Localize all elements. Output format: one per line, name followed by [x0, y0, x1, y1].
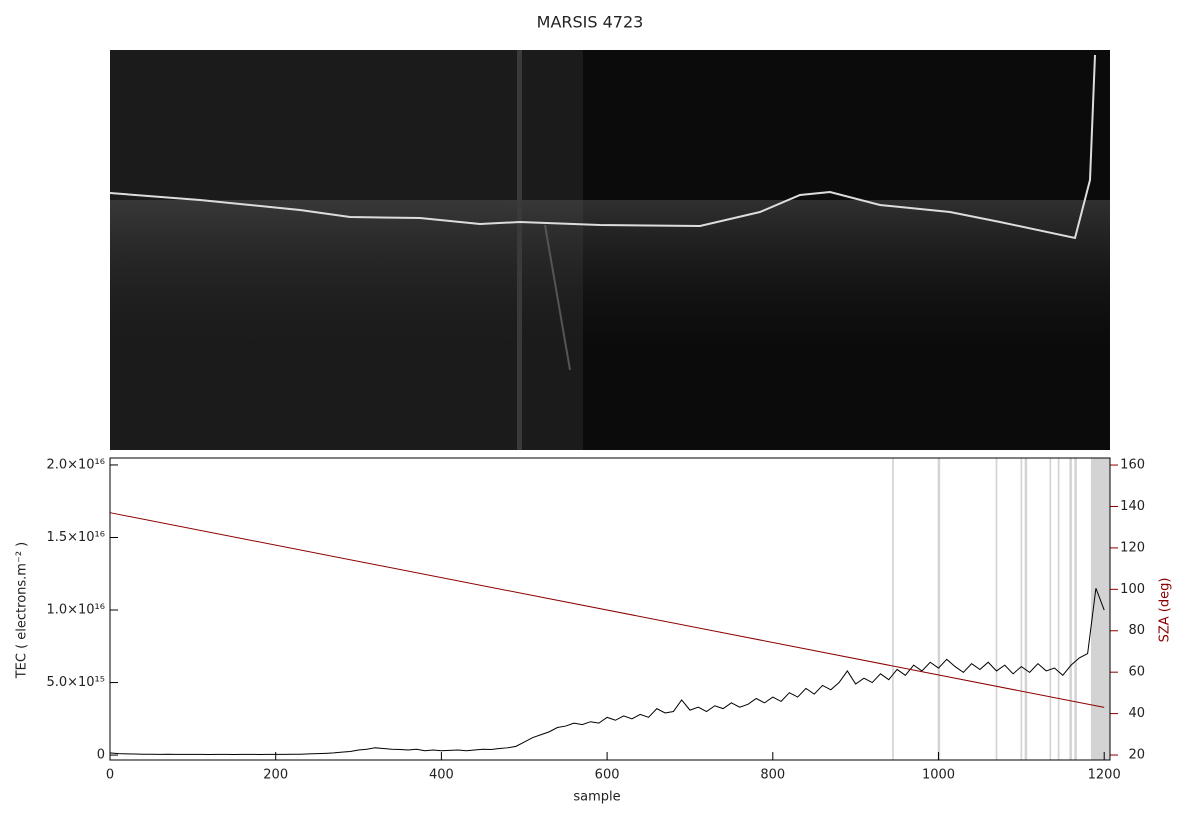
y2-tick-label: 40 — [1128, 706, 1145, 721]
subsurface-glow — [110, 200, 1110, 350]
y2-axis-label: SZA (deg) — [1158, 578, 1173, 643]
hyperbola-streak — [544, 224, 571, 371]
x-tick-label: 800 — [760, 768, 785, 783]
y-tick-label: 1.0×10¹⁶ — [46, 603, 105, 618]
x-tick-label: 200 — [263, 768, 288, 783]
x-tick-label: 600 — [595, 768, 620, 783]
x-tick-label: 1200 — [1088, 768, 1121, 783]
y-tick-label: 5.0×10¹⁵ — [46, 675, 105, 690]
y-tick-label: 1.5×10¹⁶ — [46, 530, 105, 545]
plot: 0 200 400 600 800 1000 1200 0 5.0×10¹⁵ 1.0×10¹⁶ 1.… — [46, 457, 1145, 782]
gray-band — [1020, 458, 1023, 760]
plot-frame — [109, 457, 1111, 761]
x-axis-label: sample — [573, 790, 620, 805]
y2-tick-label: 100 — [1120, 582, 1145, 597]
y2-tick-label: 60 — [1128, 665, 1145, 680]
series-line — [109, 588, 1105, 755]
y2-tick-label: 160 — [1120, 458, 1145, 473]
gray-band — [995, 458, 998, 760]
gray-band — [1090, 458, 1110, 760]
y2-tick-label: 80 — [1128, 623, 1145, 638]
gray-band — [892, 458, 894, 760]
gray-band — [1057, 458, 1060, 760]
gray-band — [1074, 458, 1077, 760]
y2-tick-label: 20 — [1128, 748, 1145, 763]
x-tick-label: 400 — [429, 768, 454, 783]
y2-tick-label: 140 — [1120, 499, 1145, 514]
vertical-streak — [517, 50, 522, 450]
series-line — [109, 512, 1105, 708]
gray-band — [937, 458, 941, 760]
gray-band — [1069, 458, 1072, 760]
gray-band — [1049, 458, 1052, 760]
x-tick-label: 0 — [106, 768, 114, 783]
chart-title: MARSIS 4723 — [537, 13, 644, 32]
radargram — [109, 50, 1110, 450]
y-tick-label: 0 — [97, 748, 105, 763]
y-axis-label: TEC ( electrons.m⁻² ) — [15, 542, 30, 680]
y2-tick-label: 120 — [1120, 540, 1145, 555]
y-tick-label: 2.0×10¹⁶ — [46, 457, 105, 472]
x-tick-label: 1000 — [922, 768, 955, 783]
surface-echo — [109, 54, 1096, 240]
gray-band — [1024, 458, 1028, 760]
